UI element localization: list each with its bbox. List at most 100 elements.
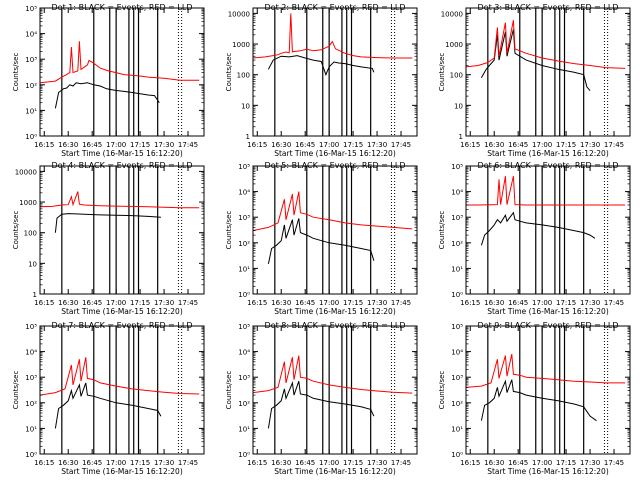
y-tick-label: 10³ [451, 214, 463, 222]
plot-area [466, 166, 626, 294]
x-axis-label: Start Time (16-Mar-15 16:12:20) [274, 149, 396, 158]
y-tick-label: 1 [246, 133, 250, 141]
x-tick-label: 16:30 [484, 299, 504, 307]
panel-title: Det 4: BLACK = Events, RED = LLD [52, 161, 193, 170]
x-tick-label: 17:15 [556, 299, 576, 307]
panel-title: Det 2: BLACK = Events, RED = LLD [265, 3, 406, 12]
y-axis-label: Counts/sec [12, 371, 20, 410]
panel-det-3: 1 10 100 1000 10000 16:15 16:30 16:45 17:00 17:15… [438, 3, 631, 158]
x-tick-label: 17:15 [556, 459, 576, 467]
y-tick-label: 10⁰ [25, 133, 37, 141]
x-tick-label: 16:15 [247, 299, 267, 307]
plot-frame [465, 325, 631, 455]
plot-area [253, 8, 413, 136]
x-tick-label: 17:00 [106, 459, 126, 467]
y-tick-label: 10¹ [238, 265, 250, 273]
y-tick-label: 10⁰ [238, 291, 250, 299]
x-tick-label: 16:45 [295, 299, 315, 307]
y-axis-label: Counts/sec [438, 53, 446, 92]
y-tick-label: 10000 [441, 10, 463, 18]
x-tick-label: 16:30 [271, 299, 291, 307]
y-tick-label: 10¹ [451, 265, 463, 273]
x-tick-label: 17:30 [367, 459, 387, 467]
plot-area [40, 166, 200, 294]
y-tick-label: 10² [451, 400, 463, 408]
x-tick-label: 16:30 [271, 459, 291, 467]
x-tick-label: 17:00 [532, 459, 552, 467]
y-tick-label: 10⁰ [25, 451, 37, 459]
x-tick-label: 17:45 [391, 299, 411, 307]
x-tick-label: 16:45 [82, 459, 102, 467]
x-tick-label: 16:30 [484, 141, 504, 149]
panel-title: Det 5: BLACK = Events, RED = LLD [265, 161, 406, 170]
x-tick-label: 17:15 [343, 141, 363, 149]
x-tick-label: 16:30 [58, 141, 78, 149]
y-tick-label: 10⁴ [25, 349, 37, 357]
y-tick-label: 10¹ [451, 425, 463, 433]
y-tick-label: 10⁴ [238, 189, 250, 197]
x-tick-label: 16:45 [295, 459, 315, 467]
plot-area [253, 166, 413, 294]
x-tick-label: 17:45 [391, 459, 411, 467]
y-tick-label: 1 [33, 291, 37, 299]
lld-series-line [253, 13, 413, 59]
y-tick-label: 10³ [25, 374, 37, 382]
x-tick-label: 16:15 [460, 141, 480, 149]
x-tick-label: 17:45 [604, 299, 624, 307]
x-tick-label: 16:30 [484, 459, 504, 467]
plot-area [40, 326, 200, 454]
x-tick-label: 16:45 [508, 141, 528, 149]
y-tick-label: 10000 [15, 168, 37, 176]
x-tick-label: 16:45 [508, 299, 528, 307]
x-tick-label: 17:00 [319, 299, 339, 307]
plot-area [466, 326, 626, 454]
x-tick-label: 17:15 [556, 141, 576, 149]
x-tick-label: 17:45 [178, 299, 198, 307]
panel-det-2: 1 10 100 1000 10000 16:15 16:30 16:45 17:00 17:15… [225, 3, 418, 158]
y-tick-label: 10¹ [238, 425, 250, 433]
panel-title: Det 7: BLACK = Events, RED = LLD [52, 321, 193, 330]
panel-title: Det 1: BLACK = Events, RED = LLD [52, 3, 193, 12]
plot-frame [252, 325, 418, 455]
x-tick-label: 17:15 [130, 141, 150, 149]
y-tick-label: 1000 [19, 199, 37, 207]
y-tick-label: 10⁵ [238, 323, 250, 331]
x-tick-label: 17:00 [106, 141, 126, 149]
y-tick-label: 1 [459, 133, 463, 141]
y-tick-label: 10² [238, 400, 250, 408]
panel-title: Det 3: BLACK = Events, RED = LLD [478, 3, 619, 12]
lld-series-line [40, 191, 200, 209]
panel-det-8: 10⁰ 10¹ 10² 10³ 10⁴ 10⁵ 16:15 16:30 16:45 17:00 17… [225, 321, 418, 476]
events-series-line [480, 379, 597, 422]
plot-area [40, 8, 200, 136]
x-axis-label: Start Time (16-Mar-15 16:12:20) [61, 307, 183, 316]
x-tick-label: 17:30 [154, 141, 174, 149]
x-tick-label: 17:45 [178, 141, 198, 149]
x-tick-label: 16:45 [82, 141, 102, 149]
x-tick-label: 16:15 [460, 459, 480, 467]
x-tick-label: 17:45 [391, 141, 411, 149]
x-tick-label: 17:30 [367, 299, 387, 307]
lld-series-line [253, 355, 413, 394]
y-tick-label: 100 [237, 72, 250, 80]
events-series-line [54, 82, 160, 109]
panel-det-5: 10⁰ 10¹ 10² 10³ 10⁴ 10⁵ 16:15 16:30 16:45 17:00 17… [225, 161, 418, 316]
x-tick-label: 16:45 [295, 141, 315, 149]
plot-area [466, 8, 626, 136]
events-series-line [480, 211, 596, 246]
x-tick-label: 17:00 [319, 141, 339, 149]
y-tick-label: 10¹ [25, 425, 37, 433]
plot-frame [39, 7, 205, 137]
x-axis-label: Start Time (16-Mar-15 16:12:20) [61, 149, 183, 158]
plot-frame [39, 325, 205, 455]
y-tick-label: 10³ [25, 56, 37, 64]
panel-det-4: 1 10 100 1000 10000 16:15 16:30 16:45 17:00 17:15… [12, 161, 205, 316]
y-axis-label: Counts/sec [438, 371, 446, 410]
panel-title: Det 8: BLACK = Events, RED = LLD [265, 321, 406, 330]
x-tick-label: 16:15 [34, 141, 54, 149]
events-series-line [267, 55, 375, 77]
x-tick-label: 17:30 [154, 299, 174, 307]
lld-series-line [466, 20, 626, 69]
x-axis-label: Start Time (16-Mar-15 16:12:20) [487, 467, 609, 476]
x-tick-label: 17:30 [580, 299, 600, 307]
